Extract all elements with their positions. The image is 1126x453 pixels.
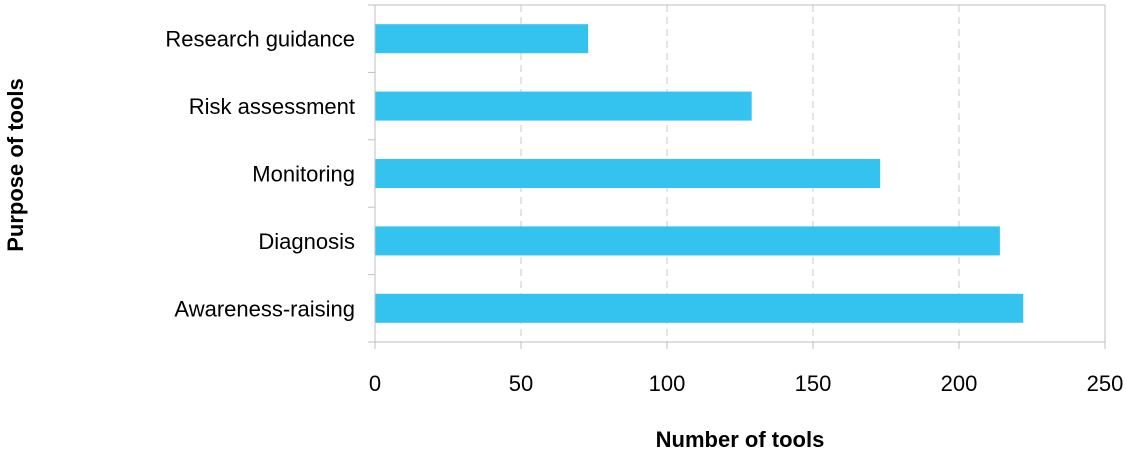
y-tick-label: Risk assessment: [189, 94, 355, 119]
x-tick-label: 150: [795, 371, 832, 396]
x-axis-title: Number of tools: [656, 427, 825, 452]
x-tick-label: 100: [649, 371, 686, 396]
x-tick-label: 200: [941, 371, 978, 396]
y-tick-label: Monitoring: [252, 162, 355, 187]
bar-diagnosis: [375, 226, 1000, 256]
y-tick-label: Diagnosis: [258, 229, 355, 254]
bar-risk-assessment: [375, 91, 752, 121]
y-axis-title: Purpose of tools: [3, 78, 28, 252]
bars: [375, 24, 1024, 323]
plot-frame: [374, 4, 1106, 343]
x-axis-ticks: 0 50 100 150 200 250: [369, 342, 1123, 396]
x-tick-label: 50: [509, 371, 533, 396]
bar-monitoring: [375, 159, 881, 188]
y-axis-ticks: Research guidance Risk assessment Monitori…: [165, 4, 375, 343]
x-tick-label: 250: [1087, 371, 1124, 396]
x-tick-label: 0: [369, 371, 381, 396]
y-tick-label: Awareness-raising: [174, 296, 355, 321]
y-tick-label: Research guidance: [165, 27, 355, 52]
bar-awareness-raising: [375, 293, 1024, 323]
bar-research-guidance: [375, 24, 589, 54]
